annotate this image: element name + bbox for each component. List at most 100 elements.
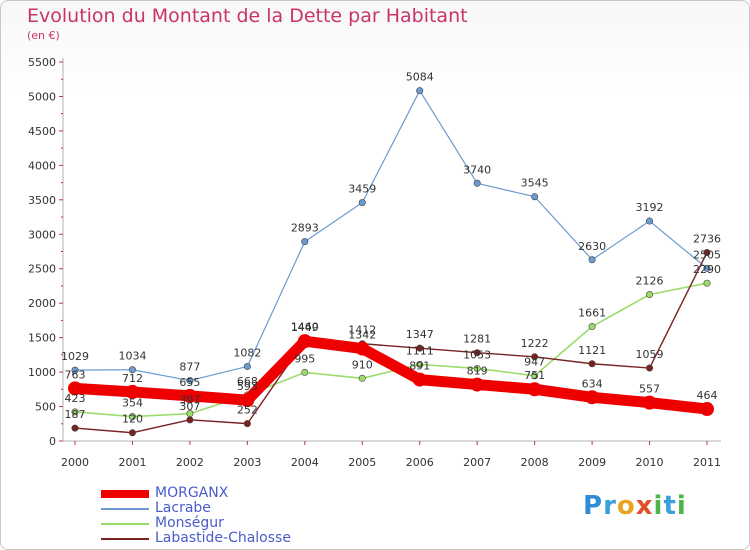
data-label: 2630 (578, 240, 606, 253)
data-point (240, 393, 255, 408)
y-tick-label: 1500 (28, 332, 56, 345)
data-label: 187 (65, 408, 86, 421)
data-point (585, 390, 600, 405)
data-label: 1082 (233, 346, 261, 359)
data-point (301, 368, 309, 376)
data-label: 593 (237, 380, 258, 393)
data-point (182, 388, 197, 403)
data-label: 3192 (636, 201, 664, 214)
data-point (128, 429, 136, 437)
data-label: 751 (524, 369, 545, 382)
data-label: 3740 (463, 163, 491, 176)
data-label: 1342 (348, 329, 376, 342)
data-point (301, 238, 309, 246)
y-tick-label: 5000 (28, 90, 56, 103)
proxiti-logo: Proxiti (583, 491, 687, 521)
series-line-2 (74, 282, 708, 418)
data-label: 763 (65, 368, 86, 381)
x-tick-label: 2007 (463, 456, 491, 469)
data-point (297, 334, 312, 349)
data-label: 1347 (406, 328, 434, 341)
legend-label: Monségur (155, 515, 224, 531)
data-label: 354 (122, 397, 143, 410)
data-point (416, 360, 424, 368)
data-label: 464 (697, 389, 718, 402)
data-label: 712 (122, 372, 143, 385)
y-tick-label: 3000 (28, 228, 56, 241)
y-tick-label: 2500 (28, 263, 56, 276)
legend-label: Lacrabe (155, 500, 211, 516)
data-label: 910 (352, 358, 373, 371)
x-tick-label: 2000 (61, 456, 89, 469)
y-tick-label: 3500 (28, 194, 56, 207)
legend-swatch (101, 490, 149, 498)
y-tick-label: 5500 (28, 56, 56, 69)
x-tick-label: 2008 (521, 456, 549, 469)
data-label: 1034 (118, 350, 146, 363)
data-point (358, 374, 366, 382)
data-point (243, 420, 251, 428)
series-line-1 (74, 90, 708, 382)
data-label: 1059 (636, 348, 664, 361)
x-tick-label: 2003 (233, 456, 261, 469)
x-tick-label: 2006 (406, 456, 434, 469)
y-tick-label: 2000 (28, 297, 56, 310)
chart-title: Evolution du Montant de la Dette par Hab… (27, 5, 468, 27)
data-label: 2290 (693, 263, 721, 276)
data-point (71, 366, 79, 374)
data-label: 655 (179, 376, 200, 389)
data-point (243, 362, 251, 370)
data-point (128, 366, 136, 374)
data-label: 995 (294, 352, 315, 365)
data-point (125, 384, 140, 399)
data-point (646, 217, 654, 225)
data-label: 397 (179, 394, 200, 407)
legend-swatch (101, 523, 149, 525)
data-point (186, 377, 194, 385)
data-point (531, 193, 539, 201)
data-point (186, 416, 194, 424)
data-point (71, 408, 79, 416)
data-point (527, 382, 542, 397)
data-label: 947 (524, 356, 545, 369)
data-point (68, 381, 82, 396)
chart-subtitle: (en €) (27, 29, 60, 42)
legend-label: Labastide-Chalosse (155, 530, 291, 546)
legend-swatch (101, 508, 149, 510)
data-label: 1053 (463, 348, 491, 361)
x-tick-label: 2004 (291, 456, 319, 469)
y-tick-label: 0 (49, 435, 56, 448)
legend-label: MORGANX (155, 485, 229, 501)
data-label: 1281 (463, 333, 491, 346)
x-tick-label: 2001 (118, 456, 146, 469)
data-point (473, 364, 481, 372)
data-point (588, 256, 596, 264)
data-point (473, 179, 481, 187)
data-point (646, 290, 654, 298)
data-label: 1412 (348, 324, 376, 337)
data-label: 307 (179, 400, 200, 413)
data-label: 1222 (521, 337, 549, 350)
data-label: 1661 (578, 307, 606, 320)
data-point (416, 87, 424, 95)
data-label: 5084 (406, 71, 434, 84)
data-point (588, 323, 596, 331)
y-tick-label: 1000 (28, 366, 56, 379)
data-label: 3459 (348, 183, 376, 196)
x-tick-label: 2011 (693, 456, 721, 469)
data-point (355, 341, 370, 356)
data-point (531, 372, 539, 380)
data-label: 1111 (406, 344, 434, 357)
data-label: 2505 (693, 248, 721, 261)
x-tick-label: 2010 (636, 456, 664, 469)
data-label: 891 (409, 360, 430, 373)
data-label: 2126 (636, 274, 664, 287)
x-tick-label: 2009 (578, 456, 606, 469)
data-label: 3545 (521, 177, 549, 190)
data-point (703, 248, 711, 256)
data-label: 423 (65, 392, 86, 405)
data-point (531, 353, 539, 361)
data-point (358, 199, 366, 207)
